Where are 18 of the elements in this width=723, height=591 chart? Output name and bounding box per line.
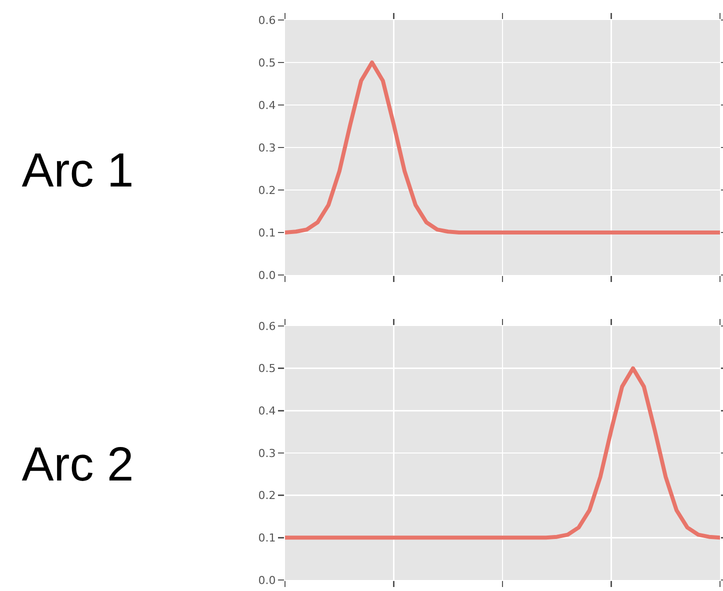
y-tick-label: 0.0 xyxy=(258,268,276,282)
text: Arc 2 xyxy=(22,438,134,492)
y-tick-label: 0.6 xyxy=(258,14,276,27)
y-tick-label: 0.5 xyxy=(258,362,276,376)
y-tick-label: 0.4 xyxy=(258,404,276,418)
y-tick-label: 0.2 xyxy=(258,489,276,502)
y-tick-label: 0.2 xyxy=(258,184,276,197)
y-tick-label: 0.4 xyxy=(258,98,276,112)
y-tick-label: 0.5 xyxy=(258,56,276,70)
y-tick-label: 0.1 xyxy=(258,532,276,545)
y-tick-label: 0.6 xyxy=(258,320,276,333)
line-series xyxy=(285,60,720,234)
y-tick-label: 0.1 xyxy=(258,226,276,240)
line-series xyxy=(285,366,720,540)
text: Arc 1 xyxy=(22,144,134,198)
y-tick-label: 0.3 xyxy=(258,446,276,460)
y-tick-label: 0.3 xyxy=(258,141,276,154)
y-tick-label: 0.0 xyxy=(258,574,276,587)
